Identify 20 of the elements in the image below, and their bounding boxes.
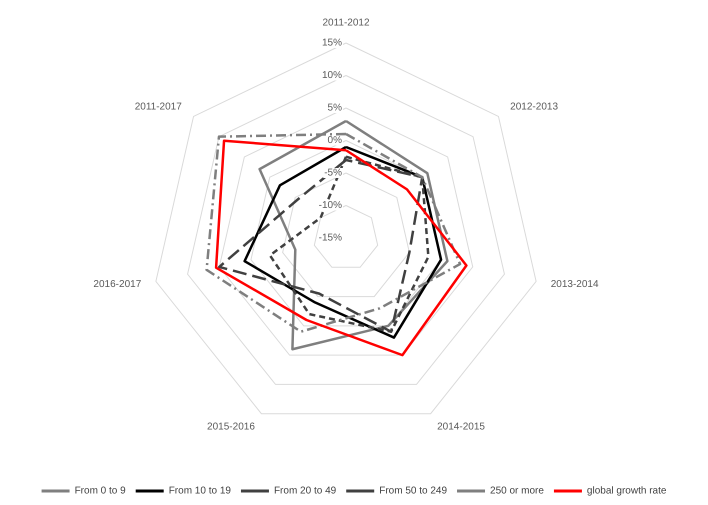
y-tick-label: 5% — [328, 102, 342, 114]
y-tick-label: -15% — [318, 232, 342, 244]
spoke-label: 2011-2012 — [322, 18, 370, 28]
spoke-label: 2011-2017 — [134, 102, 182, 113]
legend-label: From 0 to 9 — [74, 486, 126, 496]
spoke-label: 2015-2016 — [207, 422, 256, 433]
legend-label: global growth rate — [586, 486, 667, 496]
y-tick-label: -5% — [324, 168, 342, 178]
spoke-label: 2013-2014 — [550, 279, 599, 290]
y-tick-label: 15% — [322, 38, 342, 48]
legend-label: From 10 to 19 — [168, 486, 232, 496]
spoke-label: 2014-2015 — [437, 422, 486, 433]
spoke-label: 2012-2013 — [510, 102, 558, 113]
y-tick-label: 0% — [328, 135, 342, 146]
legend-label: 250 or more — [490, 486, 544, 496]
legend-label: From 20 to 49 — [274, 486, 337, 496]
spoke-label: 2016-2017 — [93, 279, 142, 290]
y-tick-label: -10% — [318, 200, 342, 211]
y-tick-label: 10% — [322, 70, 342, 81]
legend-label: From 50 to 249 — [379, 486, 448, 496]
